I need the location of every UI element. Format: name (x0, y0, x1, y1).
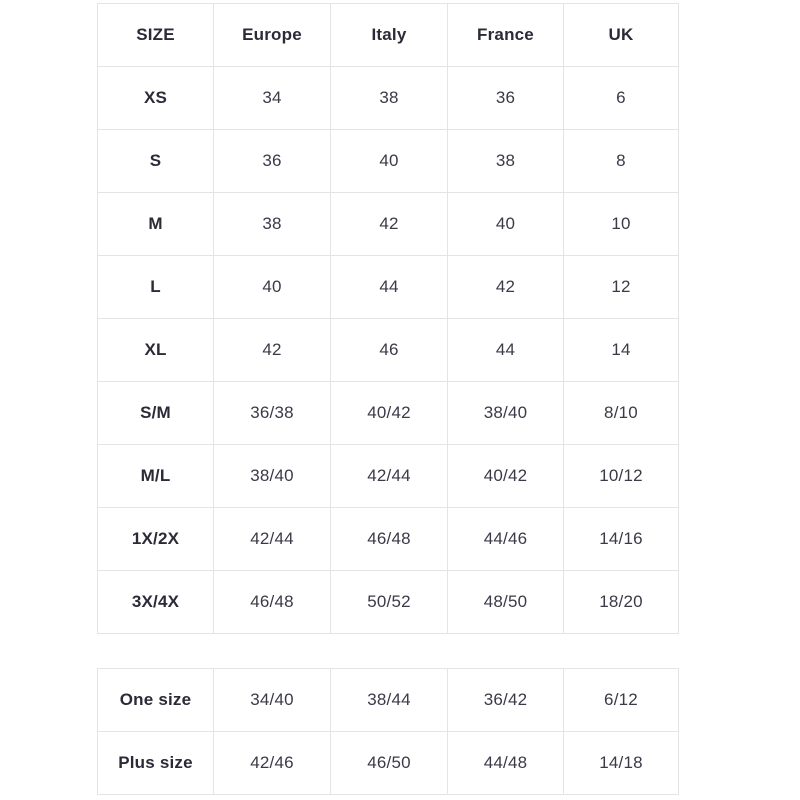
cell-italy: 46 (330, 318, 448, 382)
cell-europe: 36/38 (213, 381, 331, 445)
cell-europe: 40 (213, 255, 331, 319)
cell-italy: 44 (330, 255, 448, 319)
cell-europe: 46/48 (213, 570, 331, 634)
cell-uk: 6 (563, 66, 679, 130)
table-row: S/M 36/38 40/42 38/40 8/10 (97, 381, 679, 445)
table-row: 3X/4X 46/48 50/52 48/50 18/20 (97, 570, 679, 634)
cell-size: L (97, 255, 214, 319)
cell-size: M (97, 192, 214, 256)
cell-europe: 36 (213, 129, 331, 193)
table-body: XS 34 38 36 6 S 36 40 38 8 M 38 42 40 10 (97, 66, 679, 634)
cell-italy: 46/50 (330, 731, 448, 795)
cell-europe: 42/46 (213, 731, 331, 795)
cell-size: Plus size (97, 731, 214, 795)
cell-uk: 12 (563, 255, 679, 319)
column-header-france: France (447, 3, 564, 67)
table-row: M 38 42 40 10 (97, 192, 679, 256)
cell-uk: 14 (563, 318, 679, 382)
cell-europe: 38 (213, 192, 331, 256)
cell-size: XL (97, 318, 214, 382)
cell-italy: 38/44 (330, 668, 448, 732)
table-row: 1X/2X 42/44 46/48 44/46 14/16 (97, 507, 679, 571)
cell-uk: 8/10 (563, 381, 679, 445)
cell-europe: 42/44 (213, 507, 331, 571)
cell-italy: 40/42 (330, 381, 448, 445)
cell-size: M/L (97, 444, 214, 508)
cell-uk: 6/12 (563, 668, 679, 732)
cell-size: One size (97, 668, 214, 732)
size-conversion-table-main: SIZE Europe Italy France UK XS 34 38 36 … (97, 3, 679, 634)
cell-size: XS (97, 66, 214, 130)
cell-uk: 14/18 (563, 731, 679, 795)
table-row: XL 42 46 44 14 (97, 318, 679, 382)
cell-italy: 38 (330, 66, 448, 130)
cell-france: 36/42 (447, 668, 564, 732)
cell-france: 44 (447, 318, 564, 382)
column-header-size: SIZE (97, 3, 214, 67)
table-row: M/L 38/40 42/44 40/42 10/12 (97, 444, 679, 508)
cell-europe: 34/40 (213, 668, 331, 732)
cell-france: 48/50 (447, 570, 564, 634)
cell-italy: 46/48 (330, 507, 448, 571)
table-row: L 40 44 42 12 (97, 255, 679, 319)
cell-size: S/M (97, 381, 214, 445)
cell-europe: 42 (213, 318, 331, 382)
table-row: Plus size 42/46 46/50 44/48 14/18 (97, 731, 679, 795)
table-body: One size 34/40 38/44 36/42 6/12 Plus siz… (97, 668, 679, 795)
cell-uk: 10/12 (563, 444, 679, 508)
cell-europe: 34 (213, 66, 331, 130)
cell-uk: 10 (563, 192, 679, 256)
cell-france: 38/40 (447, 381, 564, 445)
cell-italy: 50/52 (330, 570, 448, 634)
cell-france: 38 (447, 129, 564, 193)
cell-italy: 42 (330, 192, 448, 256)
cell-france: 42 (447, 255, 564, 319)
column-header-uk: UK (563, 3, 679, 67)
cell-size: S (97, 129, 214, 193)
cell-uk: 14/16 (563, 507, 679, 571)
table-row: One size 34/40 38/44 36/42 6/12 (97, 668, 679, 732)
cell-france: 40/42 (447, 444, 564, 508)
cell-italy: 40 (330, 129, 448, 193)
column-header-europe: Europe (213, 3, 331, 67)
cell-italy: 42/44 (330, 444, 448, 508)
cell-size: 1X/2X (97, 507, 214, 571)
table-row: XS 34 38 36 6 (97, 66, 679, 130)
cell-france: 36 (447, 66, 564, 130)
cell-europe: 38/40 (213, 444, 331, 508)
table-header: SIZE Europe Italy France UK (97, 3, 679, 67)
cell-uk: 18/20 (563, 570, 679, 634)
size-conversion-table-extra: One size 34/40 38/44 36/42 6/12 Plus siz… (97, 668, 679, 795)
cell-france: 44/46 (447, 507, 564, 571)
cell-france: 40 (447, 192, 564, 256)
cell-uk: 8 (563, 129, 679, 193)
column-header-italy: Italy (330, 3, 448, 67)
table-row: S 36 40 38 8 (97, 129, 679, 193)
cell-size: 3X/4X (97, 570, 214, 634)
cell-france: 44/48 (447, 731, 564, 795)
header-row: SIZE Europe Italy France UK (97, 3, 679, 67)
